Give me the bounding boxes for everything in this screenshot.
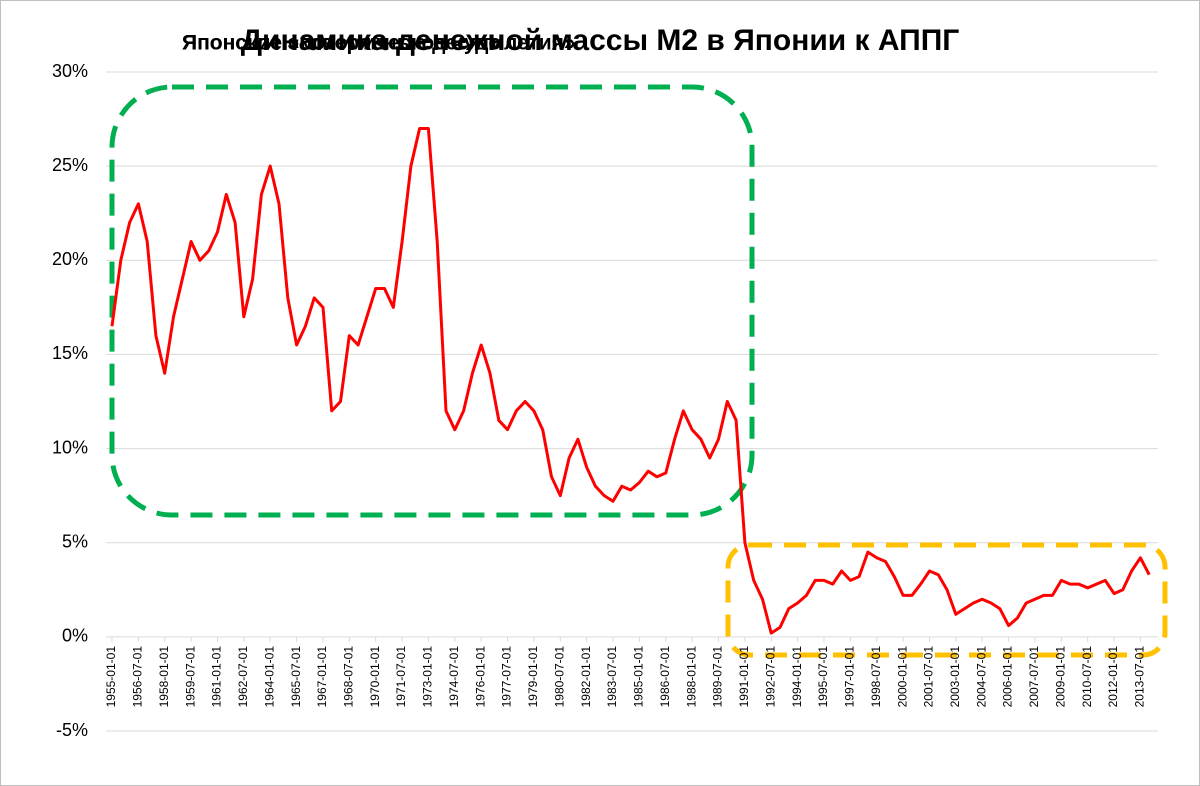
x-tick-label: 1961-01-01: [210, 646, 224, 708]
annotation: Японские «потерянные десятилетия»: [182, 32, 576, 55]
x-tick-label: 2001-07-01: [922, 646, 936, 708]
highlight-box: [109, 84, 755, 518]
x-tick-label: 1968-07-01: [341, 646, 355, 708]
x-tick-label: 1970-01-01: [368, 646, 382, 708]
x-tick-label: 2000-01-01: [895, 646, 909, 708]
x-tick-label: 1964-01-01: [262, 646, 276, 708]
y-tick-label: 20%: [52, 249, 88, 269]
annotation: Японское экономическое чудо: [182, 32, 501, 55]
x-tick-label: 1985-01-01: [632, 646, 646, 708]
x-tick-label: 2009-01-01: [1053, 646, 1067, 708]
y-tick-label: 25%: [52, 155, 88, 175]
x-tick-label: 1991-01-01: [737, 646, 751, 708]
x-tick-label: 2010-07-01: [1080, 646, 1094, 708]
x-tick-label: 1959-07-01: [183, 646, 197, 708]
x-tick-label: 1971-07-01: [394, 646, 408, 708]
x-tick-label: 1995-07-01: [816, 646, 830, 708]
x-tick-label: 2013-07-01: [1133, 646, 1147, 708]
x-tick-label: 2007-07-01: [1027, 646, 1041, 708]
y-tick-label: 10%: [52, 437, 88, 457]
x-tick-label: 1997-01-01: [843, 646, 857, 708]
x-tick-label: 1986-07-01: [658, 646, 672, 708]
grid: [106, 71, 1158, 732]
x-tick-label: 2012-01-01: [1106, 646, 1120, 708]
x-tick-label: 2006-01-01: [1001, 646, 1015, 708]
x-tick-label: 1982-01-01: [579, 646, 593, 708]
y-tick-label: 30%: [52, 61, 88, 81]
x-tick-label: 1965-07-01: [289, 646, 303, 708]
x-tick-label: 1974-07-01: [447, 646, 461, 708]
y-tick-label: 15%: [52, 343, 88, 363]
x-tick-label: 1973-01-01: [421, 646, 435, 708]
x-tick-label: 1992-07-01: [763, 646, 777, 708]
x-tick-label: 1956-07-01: [131, 646, 145, 708]
data-line: [110, 127, 1151, 635]
highlight-box: [725, 542, 1168, 658]
x-tick-label: 1977-07-01: [500, 646, 514, 708]
chart-title: Динамика денежной массы М2 в Японии к АП…: [241, 24, 960, 57]
x-tick-label: 1979-01-01: [526, 646, 540, 708]
x-tick-label: 1980-07-01: [552, 646, 566, 708]
x-tick-label: 1976-01-01: [473, 646, 487, 708]
x-tick-label: 1989-07-01: [711, 646, 725, 708]
x-tick-label: 1988-01-01: [684, 646, 698, 708]
y-tick-label: 5%: [62, 531, 88, 551]
y-tick-label: -5%: [56, 720, 88, 740]
x-tick-label: 1994-01-01: [790, 646, 804, 708]
x-tick-label: 2003-01-01: [948, 646, 962, 708]
x-tick-label: 1998-07-01: [869, 646, 883, 708]
x-tick-label: 1962-07-01: [236, 646, 250, 708]
y-tick-label: 0%: [62, 626, 88, 646]
x-tick-label: 1955-01-01: [104, 646, 118, 708]
x-tick-label: 1958-01-01: [157, 646, 171, 708]
x-tick-label: 1983-07-01: [605, 646, 619, 708]
x-tick-label: 2004-07-01: [974, 646, 988, 708]
x-tick-label: 1967-01-01: [315, 646, 329, 708]
